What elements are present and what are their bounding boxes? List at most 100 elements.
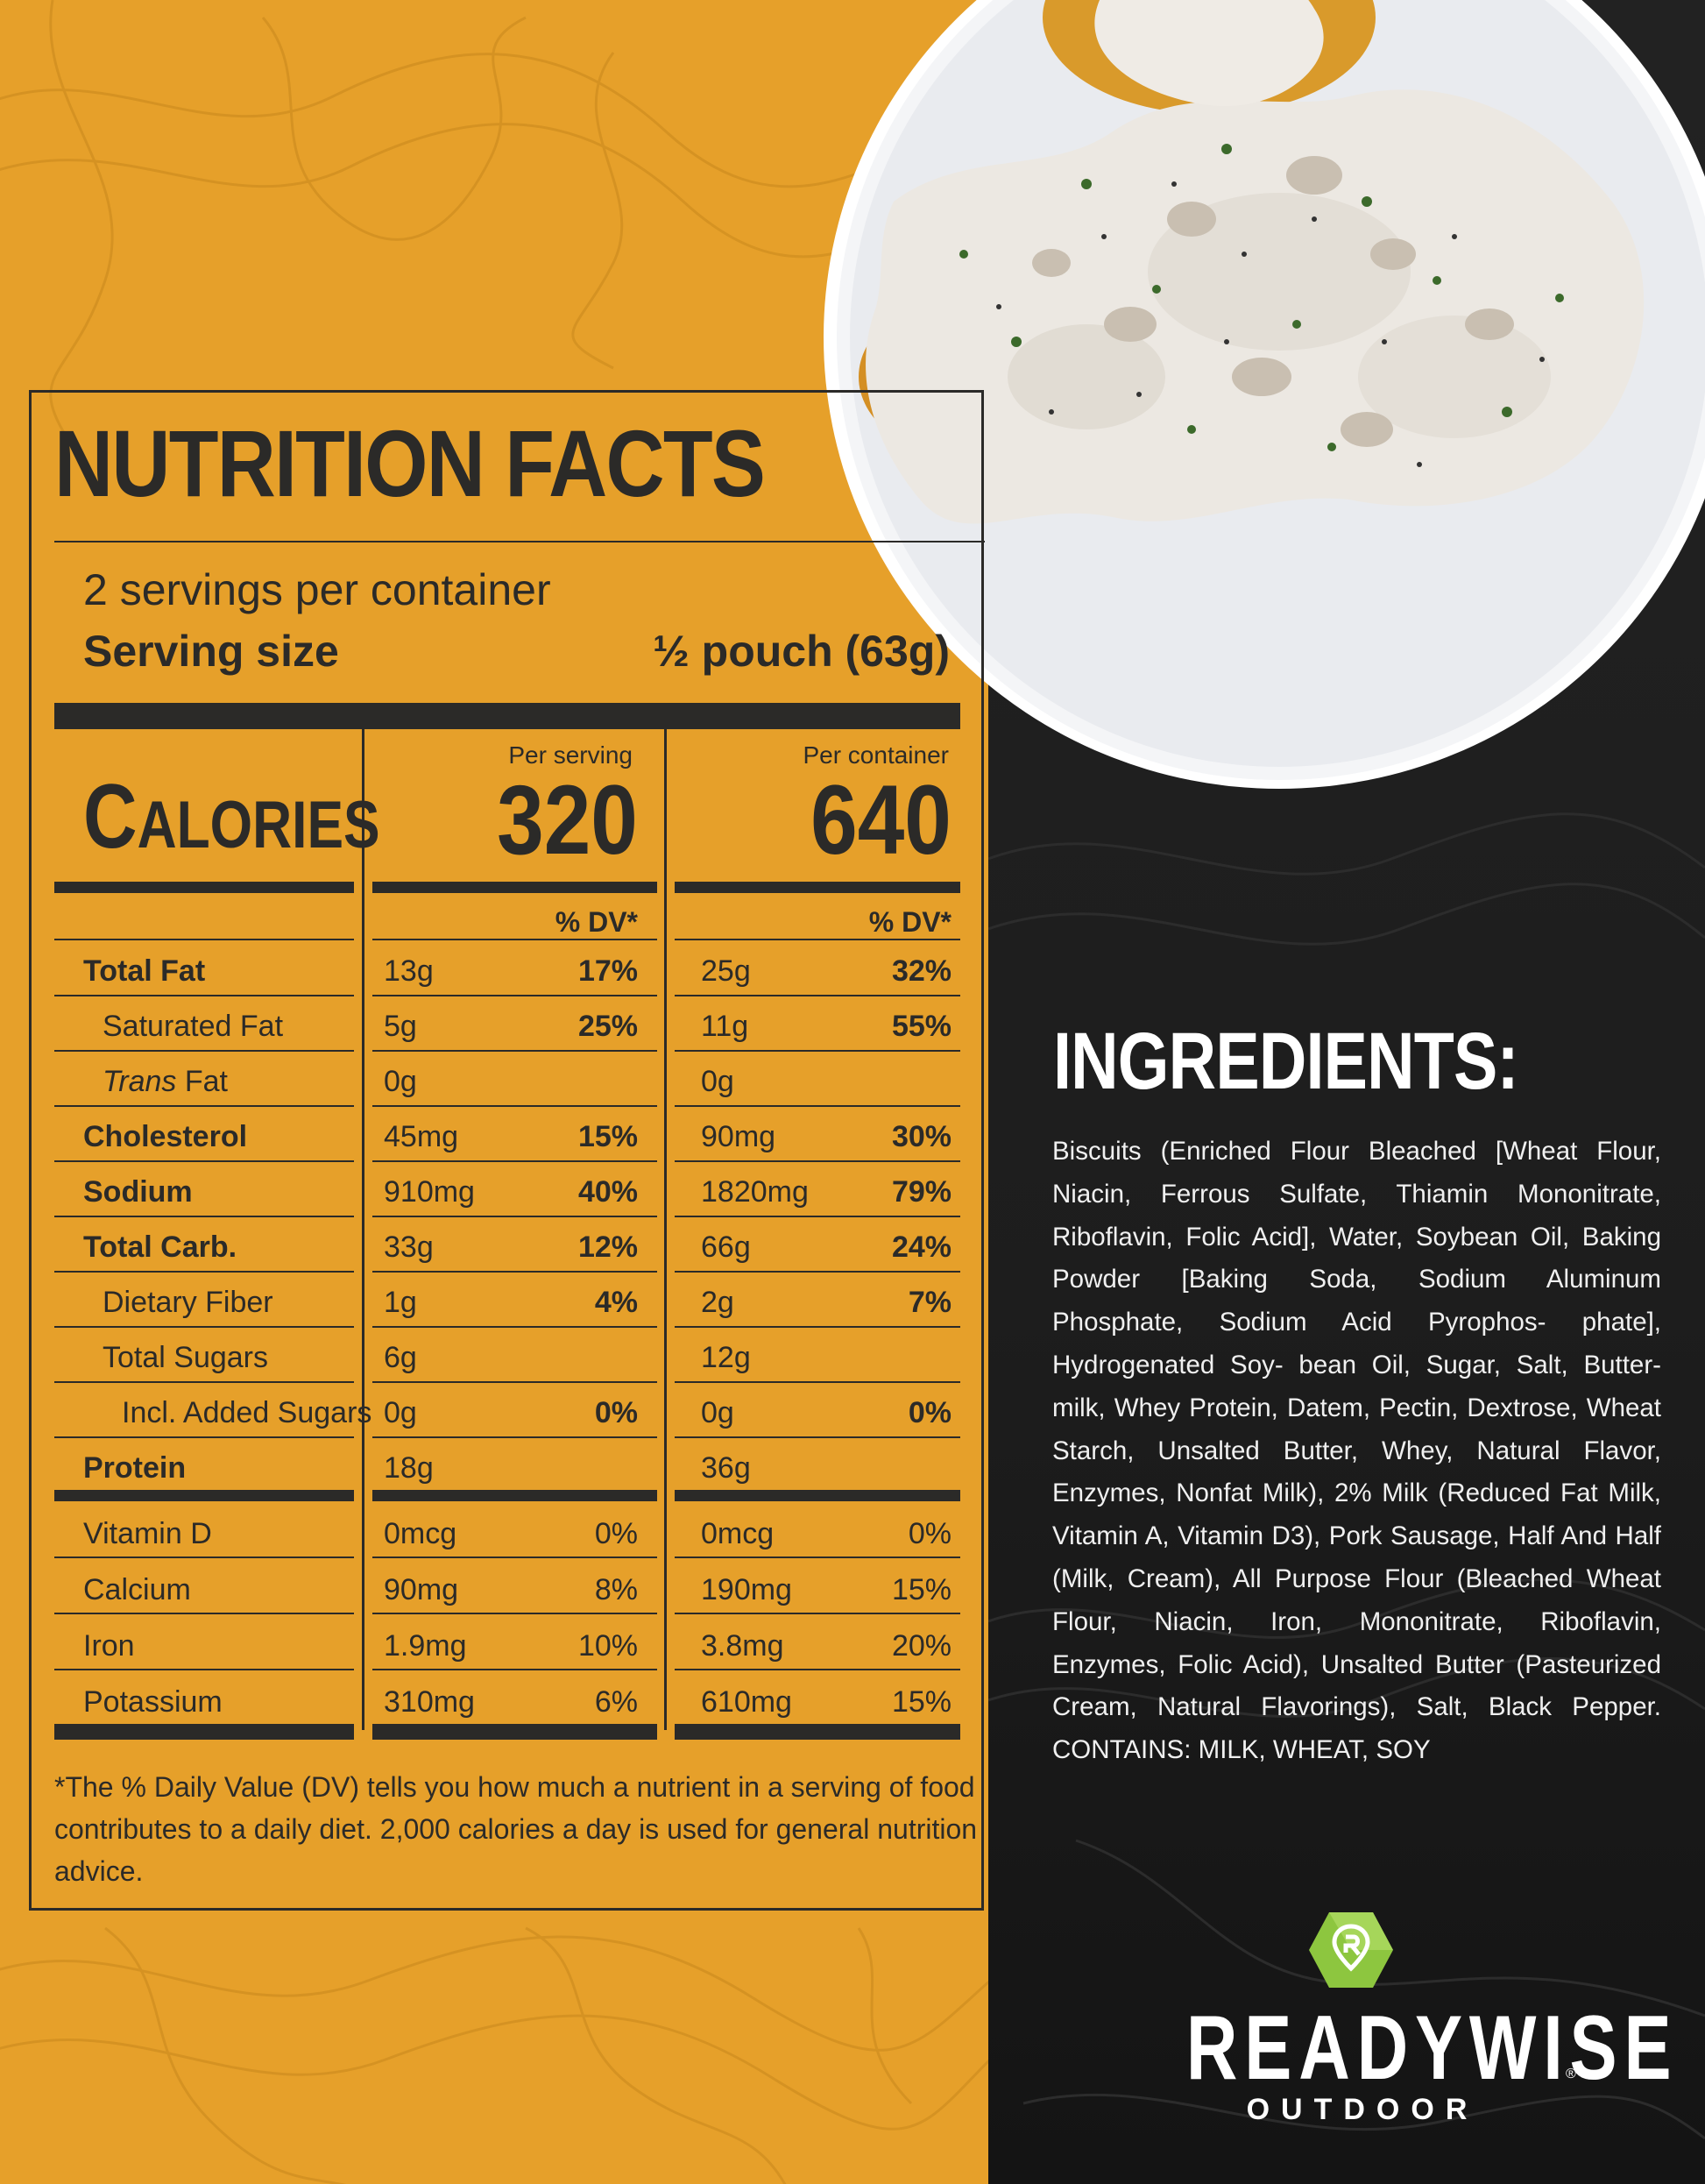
row-divider — [372, 1613, 657, 1614]
column-separator — [664, 729, 667, 1730]
row-divider — [675, 1105, 960, 1107]
vitamin-label: Potassium — [83, 1685, 223, 1719]
nutrient-label: Total Sugars — [103, 1341, 268, 1374]
row-divider — [54, 1381, 354, 1383]
container-amount: 12g — [701, 1341, 751, 1374]
row-divider — [675, 1216, 960, 1217]
row-divider — [675, 995, 960, 996]
row-divider — [54, 1326, 354, 1328]
nutrient-label: Total Fat — [83, 954, 206, 988]
thick-divider — [54, 703, 960, 729]
nutrient-label-rest: Fat — [176, 1065, 228, 1098]
row-divider — [675, 1669, 960, 1670]
dv-header-container: % DV* — [868, 906, 952, 938]
container-amount: 0mcg — [701, 1517, 775, 1550]
nutrient-label: Protein — [83, 1451, 187, 1485]
dv-footnote: *The % Daily Value (DV) tells you how mu… — [54, 1771, 978, 1887]
per-container-label: Per container — [803, 741, 949, 769]
serving-dv: 17% — [577, 954, 638, 988]
serving-amount: 0mcg — [384, 1517, 457, 1550]
ingredients-text: Biscuits (Enriched Flour Bleached [Wheat… — [1052, 1137, 1661, 1765]
container-dv: 24% — [891, 1230, 952, 1264]
container-amount: 66g — [701, 1230, 751, 1264]
row-divider — [372, 1724, 657, 1740]
serving-amount: 1.9mg — [384, 1629, 467, 1663]
container-dv: 15% — [891, 1573, 952, 1606]
container-amount: 11g — [701, 1010, 749, 1043]
divider — [675, 939, 960, 940]
registered-mark: ® — [1566, 2067, 1576, 2081]
topographic-pattern — [0, 0, 988, 2184]
row-divider — [675, 1490, 960, 1501]
row-divider — [54, 1105, 354, 1107]
container-dv: 55% — [891, 1010, 952, 1043]
row-divider — [372, 1160, 657, 1162]
serving-amount: 1g — [384, 1286, 417, 1319]
serving-amount: 310mg — [384, 1685, 475, 1719]
row-divider — [675, 1381, 960, 1383]
column-separator — [362, 729, 364, 1730]
thick-divider — [675, 882, 960, 893]
nutrition-facts-panel — [29, 390, 984, 1911]
row-divider — [372, 1436, 657, 1438]
vitamin-label: Vitamin D — [83, 1517, 212, 1550]
row-divider — [372, 995, 657, 996]
nutrient-label: Incl. Added Sugars — [122, 1396, 372, 1429]
vitamin-label: Iron — [83, 1629, 135, 1663]
row-divider — [675, 1271, 960, 1273]
container-amount: 1820mg — [701, 1175, 809, 1209]
row-divider — [372, 1669, 657, 1670]
serving-dv: 0% — [594, 1517, 638, 1550]
nutrient-label: Sodium — [83, 1175, 193, 1209]
nutrient-label-italic: Trans — [103, 1065, 177, 1098]
row-divider — [675, 1436, 960, 1438]
container-amount: 190mg — [701, 1573, 792, 1606]
vitamin-label: Calcium — [83, 1573, 191, 1606]
food-photo-plate — [824, 0, 1705, 789]
calories-per-container: 640 — [810, 765, 952, 875]
serving-amount: 0g — [384, 1396, 417, 1429]
serving-amount: 0g — [384, 1065, 417, 1098]
serving-dv: 10% — [577, 1629, 638, 1663]
row-divider — [54, 1724, 354, 1740]
container-dv: 30% — [891, 1120, 952, 1153]
brand-name: READYWISE — [1185, 1997, 1679, 2099]
row-divider — [54, 1160, 354, 1162]
serving-dv: 12% — [577, 1230, 638, 1264]
divider — [372, 939, 657, 940]
dv-header-serving: % DV* — [555, 906, 638, 938]
serving-amount: 13g — [384, 954, 434, 988]
row-divider — [372, 1050, 657, 1052]
serving-amount: 910mg — [384, 1175, 475, 1209]
row-divider — [675, 1613, 960, 1614]
serving-amount: 6g — [384, 1341, 417, 1374]
row-divider — [372, 1556, 657, 1558]
serving-dv: 0% — [594, 1396, 638, 1429]
serving-amount: 45mg — [384, 1120, 459, 1153]
serving-dv: 15% — [577, 1120, 638, 1153]
container-dv: 79% — [891, 1175, 952, 1209]
row-divider — [675, 1160, 960, 1162]
row-divider — [372, 1326, 657, 1328]
row-divider — [54, 1490, 354, 1501]
container-amount: 2g — [701, 1286, 734, 1319]
container-dv: 0% — [908, 1517, 952, 1550]
thick-divider — [54, 882, 354, 893]
brand-subtitle: OUTDOOR — [1246, 2093, 1479, 2126]
row-divider — [54, 1669, 354, 1670]
row-divider — [372, 1216, 657, 1217]
serving-dv: 8% — [594, 1573, 638, 1606]
map-pin-r-logo-icon — [1309, 1912, 1393, 1988]
container-amount: 0g — [701, 1396, 734, 1429]
nutrient-label: Total Carb. — [83, 1230, 237, 1264]
row-divider — [54, 1556, 354, 1558]
serving-amount: 90mg — [384, 1573, 459, 1606]
row-divider — [54, 1216, 354, 1217]
container-dv: 7% — [908, 1286, 952, 1319]
row-divider — [54, 1613, 354, 1614]
row-divider — [372, 1490, 657, 1501]
row-divider — [675, 1724, 960, 1740]
row-divider — [372, 1381, 657, 1383]
thick-divider — [372, 882, 657, 893]
serving-amount: 33g — [384, 1230, 434, 1264]
